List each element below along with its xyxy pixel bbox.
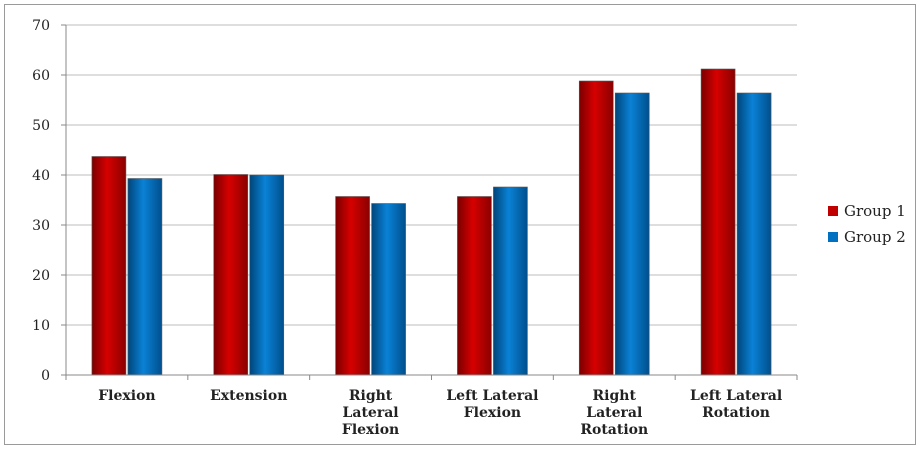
- y-tick-label: 70: [32, 18, 50, 34]
- x-category-label: Flexion: [98, 388, 155, 404]
- bar-group-1: [578, 80, 614, 376]
- x-category-label: Flexion: [342, 422, 399, 438]
- legend-swatch-group-1: [828, 206, 838, 216]
- y-tick-label: 50: [32, 118, 50, 134]
- x-axis-category-labels: Flexion Extension RightLateralFlexionLeft …: [98, 388, 782, 438]
- bar-group-1: [213, 174, 249, 376]
- x-category-label: Right: [349, 388, 393, 404]
- y-tick-label: 20: [32, 268, 50, 284]
- bar-group-2: [371, 203, 406, 376]
- bar-group-1: [335, 196, 370, 376]
- bars: [91, 68, 772, 376]
- bar-group-1: [457, 196, 492, 376]
- y-tick-label: 40: [32, 168, 50, 184]
- bar-group-2: [614, 92, 650, 376]
- x-category-label: Right: [593, 388, 637, 404]
- x-category-label: Rotation: [702, 405, 770, 421]
- y-tick-label: 30: [32, 218, 50, 234]
- x-category-label: Left Lateral: [690, 388, 782, 404]
- bar-group-2: [127, 178, 163, 376]
- x-category-label: Flexion: [464, 405, 521, 421]
- axes: [65, 25, 798, 380]
- x-category-label: Lateral: [343, 405, 399, 421]
- bar-group-2: [493, 186, 528, 376]
- legend-swatch-group-2: [828, 232, 838, 242]
- x-category-label: Extension: [210, 388, 287, 404]
- legend: Group 1 Group 2: [828, 202, 906, 246]
- bar-group-2: [249, 174, 285, 376]
- y-tick-label: 10: [32, 318, 50, 334]
- legend-label: Group 2: [844, 228, 906, 246]
- legend-label: Group 1: [844, 202, 906, 220]
- y-tick-label: 0: [41, 368, 50, 384]
- x-category-label: Rotation: [580, 422, 648, 438]
- x-category-label: Left Lateral: [446, 388, 538, 404]
- x-category-label: Lateral: [586, 405, 642, 421]
- y-axis-tick-labels: 0 10 20 30 40 50 60 70: [32, 18, 50, 384]
- bar-group-2: [736, 92, 772, 376]
- bar-group-1: [91, 156, 127, 376]
- y-tick-label: 60: [32, 68, 50, 84]
- bar-group-1: [700, 68, 736, 376]
- gridlines: [61, 24, 797, 376]
